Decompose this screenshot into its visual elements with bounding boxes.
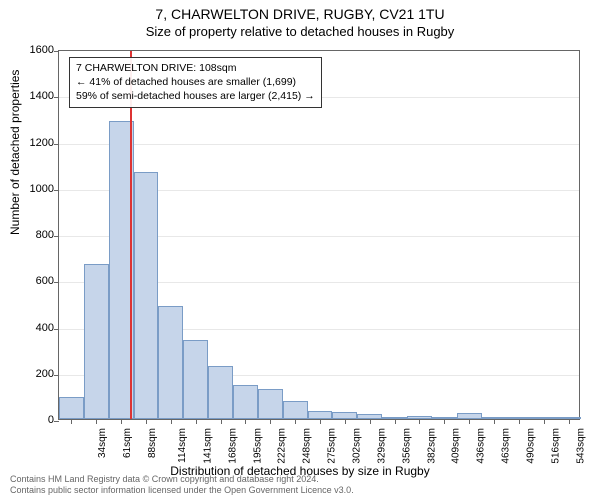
x-tick-label: 329sqm (376, 428, 387, 464)
y-tick-label: 0 (48, 414, 54, 426)
histogram-bar (208, 366, 233, 419)
x-tick (370, 419, 371, 424)
x-tick-label: 195sqm (252, 428, 263, 464)
y-tick-label: 200 (36, 368, 54, 380)
gridline (59, 144, 579, 145)
x-tick (146, 419, 147, 424)
y-tick (54, 421, 59, 422)
x-tick-label: 463sqm (501, 428, 512, 464)
x-tick (519, 419, 520, 424)
annotation-line: ← 41% of detached houses are smaller (1,… (76, 75, 315, 89)
y-tick-label: 1600 (30, 44, 54, 56)
annotation-box: 7 CHARWELTON DRIVE: 108sqm← 41% of detac… (69, 57, 322, 108)
x-tick (295, 419, 296, 424)
x-tick (96, 419, 97, 424)
y-tick (54, 51, 59, 52)
histogram-bar (158, 306, 183, 419)
histogram-bar (134, 172, 159, 419)
x-tick (270, 419, 271, 424)
x-tick-label: 248sqm (302, 428, 313, 464)
y-tick-label: 600 (36, 275, 54, 287)
chart-plot-area: 7 CHARWELTON DRIVE: 108sqm← 41% of detac… (58, 50, 580, 420)
y-tick-label: 800 (36, 229, 54, 241)
y-tick (54, 329, 59, 330)
x-tick-label: 222sqm (277, 428, 288, 464)
y-axis-label: Number of detached properties (8, 70, 22, 235)
histogram-bar (258, 389, 283, 419)
x-tick-label: 88sqm (147, 428, 158, 458)
chart-title-sub: Size of property relative to detached ho… (0, 22, 600, 39)
annotation-line: 7 CHARWELTON DRIVE: 108sqm (76, 61, 315, 75)
x-tick-label: 516sqm (550, 428, 561, 464)
y-tick (54, 190, 59, 191)
footer-attribution: Contains HM Land Registry data © Crown c… (10, 474, 590, 496)
histogram-bar (59, 397, 84, 419)
x-tick-label: 356sqm (401, 428, 412, 464)
x-tick-label: 490sqm (526, 428, 537, 464)
chart-title-main: 7, CHARWELTON DRIVE, RUGBY, CV21 1TU (0, 0, 600, 22)
y-tick-label: 1200 (30, 137, 54, 149)
histogram-bar (233, 385, 258, 419)
x-tick (544, 419, 545, 424)
histogram-bar (183, 340, 208, 419)
x-tick-label: 275sqm (327, 428, 338, 464)
y-tick-label: 1400 (30, 90, 54, 102)
x-tick-label: 168sqm (227, 428, 238, 464)
histogram-bar (308, 411, 333, 419)
x-tick (395, 419, 396, 424)
x-tick (345, 419, 346, 424)
y-tick-label: 400 (36, 322, 54, 334)
x-tick-label: 382sqm (426, 428, 437, 464)
x-tick-label: 409sqm (451, 428, 462, 464)
x-tick-label: 141sqm (202, 428, 213, 464)
x-tick-label: 61sqm (122, 428, 133, 458)
x-tick (494, 419, 495, 424)
histogram-bar (283, 401, 308, 420)
x-tick (221, 419, 222, 424)
x-tick (569, 419, 570, 424)
annotation-line: 59% of semi-detached houses are larger (… (76, 89, 315, 103)
x-tick-label: 436sqm (476, 428, 487, 464)
x-tick-label: 302sqm (352, 428, 363, 464)
x-tick (121, 419, 122, 424)
x-tick (71, 419, 72, 424)
x-tick (245, 419, 246, 424)
histogram-bar (84, 264, 109, 419)
y-tick-label: 1000 (30, 183, 54, 195)
y-tick (54, 236, 59, 237)
footer-line-2: Contains public sector information licen… (10, 485, 590, 496)
y-tick (54, 282, 59, 283)
x-tick (320, 419, 321, 424)
x-tick (469, 419, 470, 424)
x-tick-label: 543sqm (575, 428, 586, 464)
x-tick (419, 419, 420, 424)
y-tick (54, 375, 59, 376)
x-tick-label: 34sqm (97, 428, 108, 458)
y-tick (54, 144, 59, 145)
histogram-bar (332, 412, 357, 419)
x-tick (171, 419, 172, 424)
x-tick (444, 419, 445, 424)
footer-line-1: Contains HM Land Registry data © Crown c… (10, 474, 590, 485)
x-tick (196, 419, 197, 424)
x-tick-label: 114sqm (177, 428, 188, 463)
y-tick (54, 97, 59, 98)
